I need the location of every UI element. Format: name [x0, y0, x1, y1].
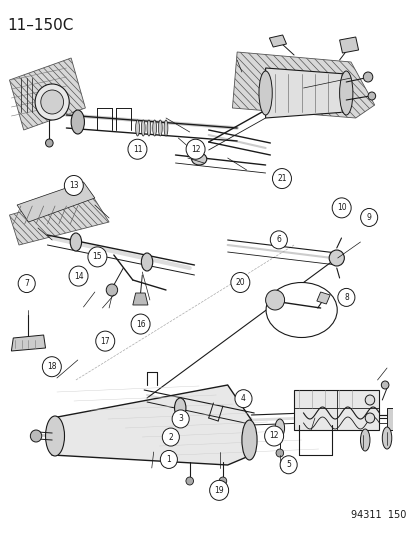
Polygon shape: [9, 58, 85, 130]
Text: 1: 1: [166, 455, 171, 464]
Circle shape: [363, 72, 372, 82]
Text: 2: 2: [168, 433, 173, 441]
Polygon shape: [9, 192, 109, 245]
Ellipse shape: [152, 120, 156, 136]
Circle shape: [280, 456, 297, 474]
Circle shape: [364, 395, 374, 405]
Ellipse shape: [381, 427, 391, 449]
Ellipse shape: [135, 120, 139, 136]
Circle shape: [30, 430, 42, 442]
Circle shape: [64, 175, 83, 196]
Circle shape: [185, 477, 193, 485]
Polygon shape: [269, 35, 286, 47]
Ellipse shape: [71, 110, 84, 134]
Circle shape: [367, 92, 375, 100]
Ellipse shape: [141, 253, 152, 271]
Circle shape: [131, 314, 150, 334]
Circle shape: [45, 139, 53, 147]
Text: 7: 7: [24, 279, 29, 288]
Circle shape: [230, 272, 249, 293]
Circle shape: [128, 139, 147, 159]
Circle shape: [265, 290, 284, 310]
Text: 12: 12: [269, 432, 278, 440]
Ellipse shape: [241, 420, 256, 460]
Polygon shape: [293, 390, 379, 430]
Ellipse shape: [360, 429, 369, 451]
Polygon shape: [265, 68, 345, 118]
Text: 6: 6: [276, 236, 280, 244]
Circle shape: [162, 428, 179, 446]
Ellipse shape: [158, 120, 162, 136]
Ellipse shape: [174, 398, 185, 418]
Ellipse shape: [274, 419, 284, 437]
Text: 14: 14: [74, 272, 83, 280]
Circle shape: [380, 381, 388, 389]
Text: 20: 20: [235, 278, 244, 287]
Text: 11: 11: [133, 145, 142, 154]
Text: 19: 19: [214, 486, 223, 495]
Circle shape: [218, 477, 226, 485]
Ellipse shape: [259, 71, 272, 115]
Circle shape: [235, 390, 252, 408]
Ellipse shape: [45, 416, 64, 456]
Circle shape: [272, 168, 291, 189]
Ellipse shape: [70, 233, 81, 251]
Polygon shape: [386, 408, 396, 430]
Circle shape: [95, 331, 114, 351]
Polygon shape: [133, 293, 147, 305]
Ellipse shape: [141, 120, 145, 136]
Circle shape: [331, 198, 350, 218]
Circle shape: [160, 450, 177, 469]
Ellipse shape: [164, 120, 168, 136]
Text: 5: 5: [285, 461, 290, 469]
Circle shape: [275, 449, 283, 457]
Ellipse shape: [191, 153, 206, 165]
Circle shape: [35, 84, 69, 120]
Circle shape: [41, 90, 64, 114]
Text: 4: 4: [240, 394, 245, 403]
Text: 18: 18: [47, 362, 57, 371]
Circle shape: [337, 288, 354, 306]
Text: 21: 21: [277, 174, 286, 183]
Circle shape: [360, 208, 377, 227]
Text: 13: 13: [69, 181, 78, 190]
Text: 8: 8: [343, 293, 348, 302]
Polygon shape: [339, 37, 358, 53]
Circle shape: [328, 250, 344, 266]
Polygon shape: [316, 292, 329, 304]
Circle shape: [185, 139, 204, 159]
Circle shape: [18, 274, 35, 293]
Text: 94311  150: 94311 150: [350, 510, 406, 520]
Polygon shape: [17, 182, 95, 222]
Text: 9: 9: [366, 213, 371, 222]
Circle shape: [270, 231, 287, 249]
Circle shape: [172, 410, 189, 428]
Text: 3: 3: [178, 415, 183, 423]
Ellipse shape: [266, 282, 337, 337]
Circle shape: [106, 284, 117, 296]
Text: 12: 12: [190, 145, 200, 154]
Circle shape: [209, 480, 228, 500]
Text: 16: 16: [135, 320, 145, 328]
Ellipse shape: [339, 71, 352, 115]
Circle shape: [42, 357, 61, 377]
Text: 11–150C: 11–150C: [7, 18, 74, 33]
Polygon shape: [232, 52, 374, 118]
Text: 17: 17: [100, 337, 110, 345]
Polygon shape: [11, 335, 45, 351]
Circle shape: [264, 426, 283, 446]
Circle shape: [364, 413, 374, 423]
Text: 15: 15: [93, 253, 102, 261]
Text: 10: 10: [336, 204, 346, 212]
Ellipse shape: [147, 120, 150, 136]
Circle shape: [88, 247, 107, 267]
Circle shape: [69, 266, 88, 286]
Polygon shape: [52, 385, 251, 465]
